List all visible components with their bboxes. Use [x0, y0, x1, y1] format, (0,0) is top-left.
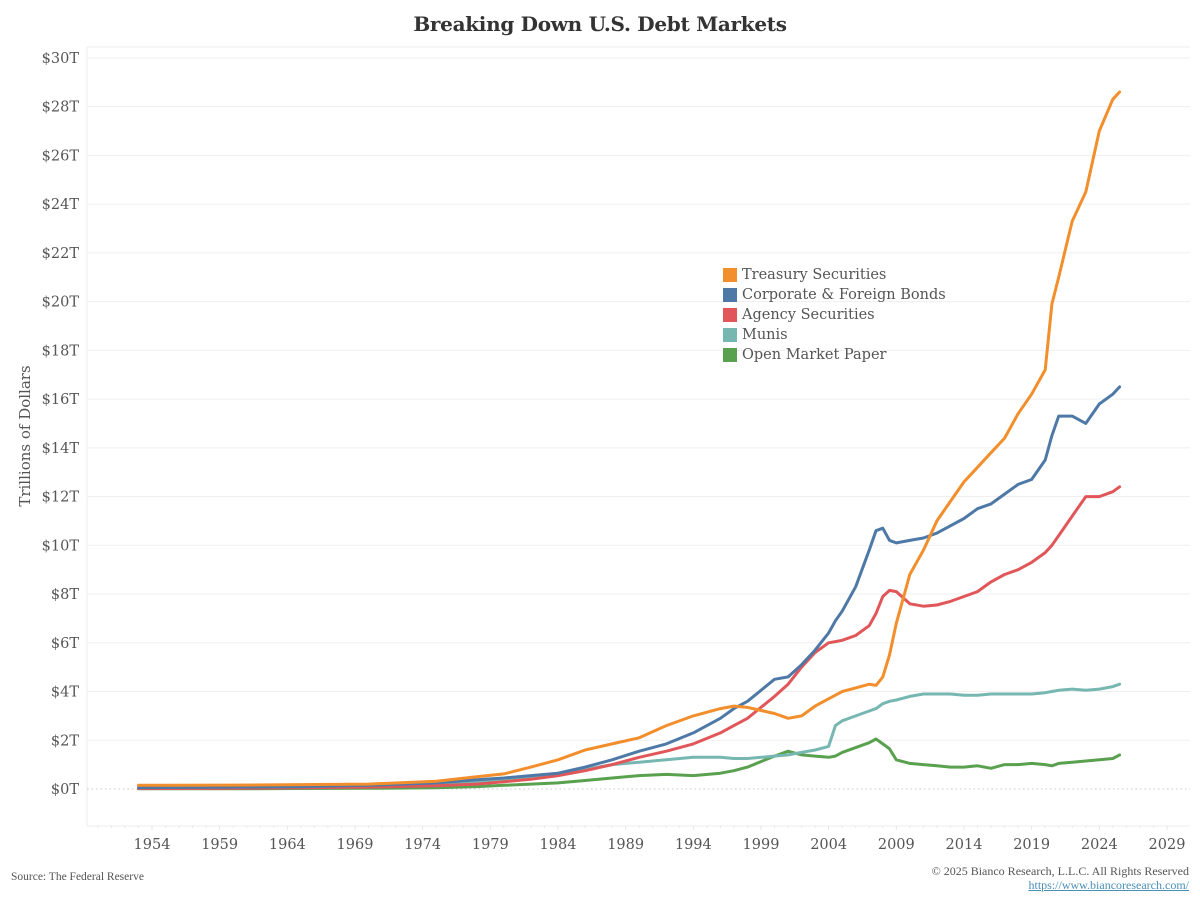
series-lines: [137, 90, 1122, 791]
chart-title: Breaking Down U.S. Debt Markets: [413, 12, 787, 36]
source-note: Source: The Federal Reserve: [11, 871, 144, 883]
x-tick-label: 1954: [134, 837, 171, 853]
legend: Treasury Securities Corporate & Foreign B…: [723, 265, 946, 365]
legend-swatch: [723, 348, 737, 362]
x-tick-label: 1999: [743, 837, 780, 853]
legend-label: Open Market Paper: [742, 347, 887, 363]
x-tick-label: 1994: [675, 837, 712, 853]
legend-swatch: [723, 308, 737, 322]
x-tick-label: 2009: [878, 837, 915, 853]
y-axis-ticks: $0T $2T $4T $6T $8T $10T $12T $14T $16T $18T $20T $…: [42, 51, 80, 798]
y-tick-label: $4T: [51, 685, 79, 701]
copyright-block: © 2025 Bianco Research, L.L.C. All Right…: [932, 864, 1189, 892]
legend-label: Agency Securities: [742, 307, 875, 323]
x-tick-label: 2029: [1149, 837, 1186, 853]
y-tick-label: $28T: [42, 100, 80, 116]
x-tick-label: 2014: [946, 837, 983, 853]
x-tick-label: 2024: [1081, 837, 1118, 853]
x-tick-label: 1964: [269, 837, 306, 853]
y-tick-label: $2T: [51, 733, 79, 749]
legend-label: Treasury Securities: [742, 267, 887, 283]
x-axis-ticks: 1954 1959 1964 1969 1974 1979 1984 1989 1994 1999…: [97, 826, 1186, 853]
y-tick-label: $14T: [42, 441, 80, 457]
legend-item[interactable]: Munis: [723, 325, 946, 345]
y-tick-label: $10T: [42, 538, 80, 554]
legend-label: Corporate & Foreign Bonds: [742, 287, 946, 303]
x-tick-label: 2004: [810, 837, 847, 853]
x-tick-label: 2019: [1013, 837, 1050, 853]
legend-item[interactable]: Corporate & Foreign Bonds: [723, 285, 946, 305]
series-line-munis: [137, 682, 1122, 790]
y-tick-label: $8T: [51, 587, 79, 603]
copyright-text: © 2025 Bianco Research, L.L.C. All Right…: [931, 864, 1189, 878]
website-link[interactable]: https://www.biancoresearch.com/: [1028, 878, 1189, 892]
x-tick-label: 1989: [607, 837, 644, 853]
legend-item[interactable]: Agency Securities: [723, 305, 946, 325]
y-tick-label: $24T: [42, 197, 80, 213]
x-tick-label: 1974: [404, 837, 441, 853]
y-tick-label: $0T: [51, 782, 79, 798]
y-tick-label: $18T: [42, 343, 80, 359]
y-tick-label: $22T: [42, 246, 80, 262]
x-tick-label: 1969: [337, 837, 374, 853]
series-line-corporate-foreign-bonds: [137, 385, 1122, 790]
y-tick-label: $16T: [42, 392, 80, 408]
series-line-agency-securities: [137, 485, 1122, 790]
legend-item[interactable]: Open Market Paper: [723, 345, 946, 365]
y-tick-label: $6T: [51, 636, 79, 652]
series-line-treasury-securities: [137, 90, 1122, 787]
legend-label: Munis: [742, 327, 788, 343]
y-tick-label: $12T: [42, 490, 80, 506]
series-line-open-market-paper: [137, 737, 1122, 791]
legend-item[interactable]: Treasury Securities: [723, 265, 946, 285]
y-axis-title: Trillions of Dollars: [16, 365, 34, 506]
y-tick-label: $26T: [42, 148, 80, 164]
y-tick-label: $20T: [42, 295, 80, 311]
legend-swatch: [723, 288, 737, 302]
legend-swatch: [723, 328, 737, 342]
legend-swatch: [723, 268, 737, 282]
grid-lines: [86, 46, 1190, 827]
x-tick-label: 1979: [472, 837, 509, 853]
x-tick-label: 1959: [201, 837, 238, 853]
x-tick-label: 1984: [540, 837, 577, 853]
y-tick-label: $30T: [42, 51, 80, 67]
